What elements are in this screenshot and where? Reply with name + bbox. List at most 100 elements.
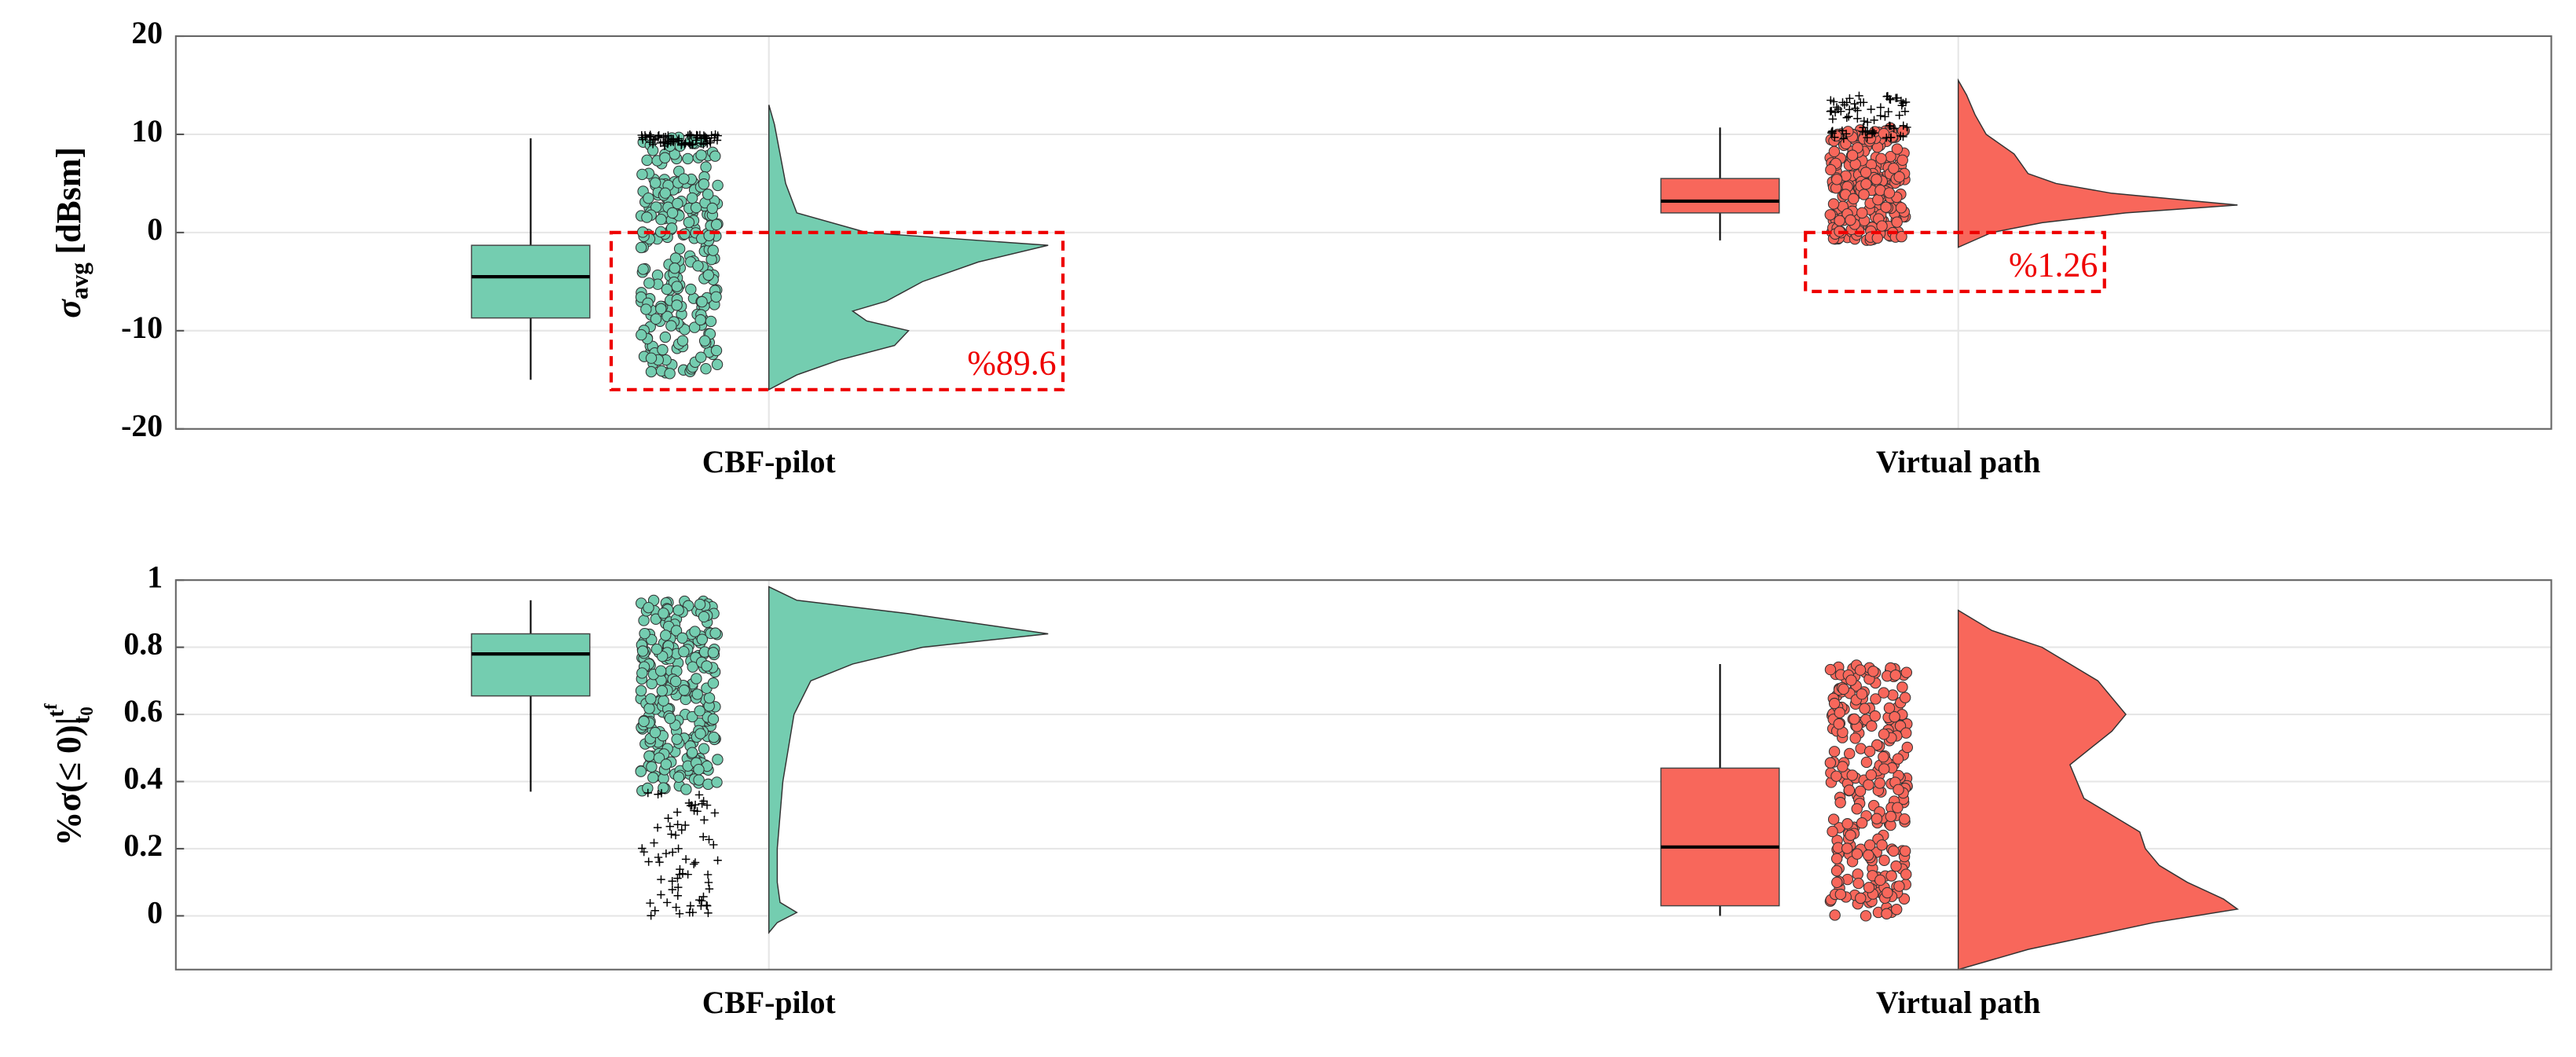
ylabel-sup: t — [43, 710, 68, 718]
outlier — [704, 908, 713, 917]
scatter-point — [671, 281, 683, 292]
scatter-point — [1827, 825, 1838, 838]
scatter-point — [660, 758, 672, 770]
outlier — [699, 892, 708, 901]
outlier — [686, 141, 694, 149]
outlier — [1845, 94, 1854, 103]
outlier — [1895, 111, 1904, 119]
scatter-point — [1849, 732, 1861, 744]
scatter-point — [1824, 757, 1837, 769]
outlier — [1863, 118, 1872, 127]
scatter-point — [1834, 215, 1845, 226]
scatter-point — [665, 222, 678, 234]
scatter-point — [698, 743, 710, 754]
scatter-point — [1860, 167, 1872, 178]
scatter-point — [672, 604, 684, 616]
scatter-point — [1899, 692, 1911, 703]
scatter-point — [650, 313, 662, 325]
outlier — [639, 847, 648, 857]
outlier — [1842, 98, 1852, 107]
outlier — [1881, 112, 1889, 121]
ylabel-sub-sub: 0 — [77, 707, 97, 716]
scatter-point — [1878, 854, 1890, 866]
scatter-point — [709, 150, 721, 162]
outlier — [671, 831, 680, 839]
outlier — [668, 876, 676, 886]
scatter-point — [712, 754, 724, 765]
outlier — [1886, 133, 1896, 142]
scatter-point — [646, 677, 658, 690]
scatter-point — [696, 295, 708, 308]
scatter-point — [1869, 710, 1882, 722]
scatter-point — [694, 351, 707, 363]
scatter-point — [636, 328, 647, 341]
scatter-point — [670, 625, 683, 637]
scatter-point — [1874, 874, 1886, 886]
outlier — [1867, 130, 1877, 138]
outlier — [1851, 104, 1860, 113]
scatter-point — [711, 776, 723, 788]
outlier — [1900, 107, 1910, 116]
outlier — [641, 133, 650, 141]
scatter-point — [1900, 727, 1912, 739]
box — [471, 244, 591, 319]
scatter-point — [1837, 761, 1849, 773]
outlier — [668, 885, 677, 894]
scatter-point — [1871, 232, 1883, 244]
scatter-point — [1899, 813, 1911, 825]
outlier — [1860, 116, 1869, 126]
ylabel-unit: [dBsm] — [50, 147, 88, 255]
outlier — [1830, 108, 1840, 117]
outlier — [665, 822, 675, 831]
scatter-point — [637, 263, 649, 275]
scatter-point — [698, 335, 711, 347]
scatter-point — [659, 331, 672, 343]
scatter-point — [706, 202, 718, 215]
scatter-point — [1860, 756, 1873, 769]
outlier — [707, 131, 716, 140]
outlier — [1842, 113, 1852, 122]
outlier — [691, 858, 700, 867]
scatter-point — [1881, 908, 1893, 919]
outlier — [698, 897, 706, 905]
scatter-point — [1896, 681, 1908, 693]
outlier — [1830, 133, 1839, 141]
outlier — [1853, 114, 1862, 123]
scatter-point — [710, 344, 723, 357]
outlier — [691, 800, 700, 809]
scatter-point — [1827, 813, 1840, 825]
scatter-point — [1833, 718, 1845, 730]
scatter-point — [692, 260, 704, 272]
outlier — [1828, 115, 1838, 123]
scatter-point — [658, 695, 669, 707]
scatter-point — [1878, 763, 1890, 775]
outlier — [683, 870, 692, 879]
outlier — [1899, 121, 1907, 130]
scatter-point — [1838, 683, 1849, 695]
scatter-point — [641, 154, 653, 167]
scatter-point — [709, 627, 721, 639]
outlier — [638, 844, 647, 853]
outlier — [709, 840, 718, 850]
outlier — [644, 857, 653, 866]
outlier — [640, 130, 650, 140]
scatter-point — [1865, 769, 1877, 781]
scatter-point — [707, 244, 719, 256]
scatter-point — [653, 752, 665, 764]
scatter-point — [666, 207, 679, 219]
scatter-point — [643, 703, 655, 714]
outlier — [672, 808, 682, 817]
scatter-point — [676, 335, 689, 347]
scatter-point — [643, 277, 655, 289]
scatter-point — [672, 197, 683, 210]
scatter-point — [1827, 198, 1840, 210]
outlier — [703, 870, 713, 879]
outlier — [647, 911, 655, 920]
scatter-point — [1863, 839, 1876, 851]
scatter-point — [694, 314, 706, 326]
violin — [1957, 609, 2240, 971]
outlier — [1828, 129, 1837, 138]
annotation-label: %89.6 — [967, 345, 1056, 383]
scatter-point — [1849, 713, 1860, 725]
